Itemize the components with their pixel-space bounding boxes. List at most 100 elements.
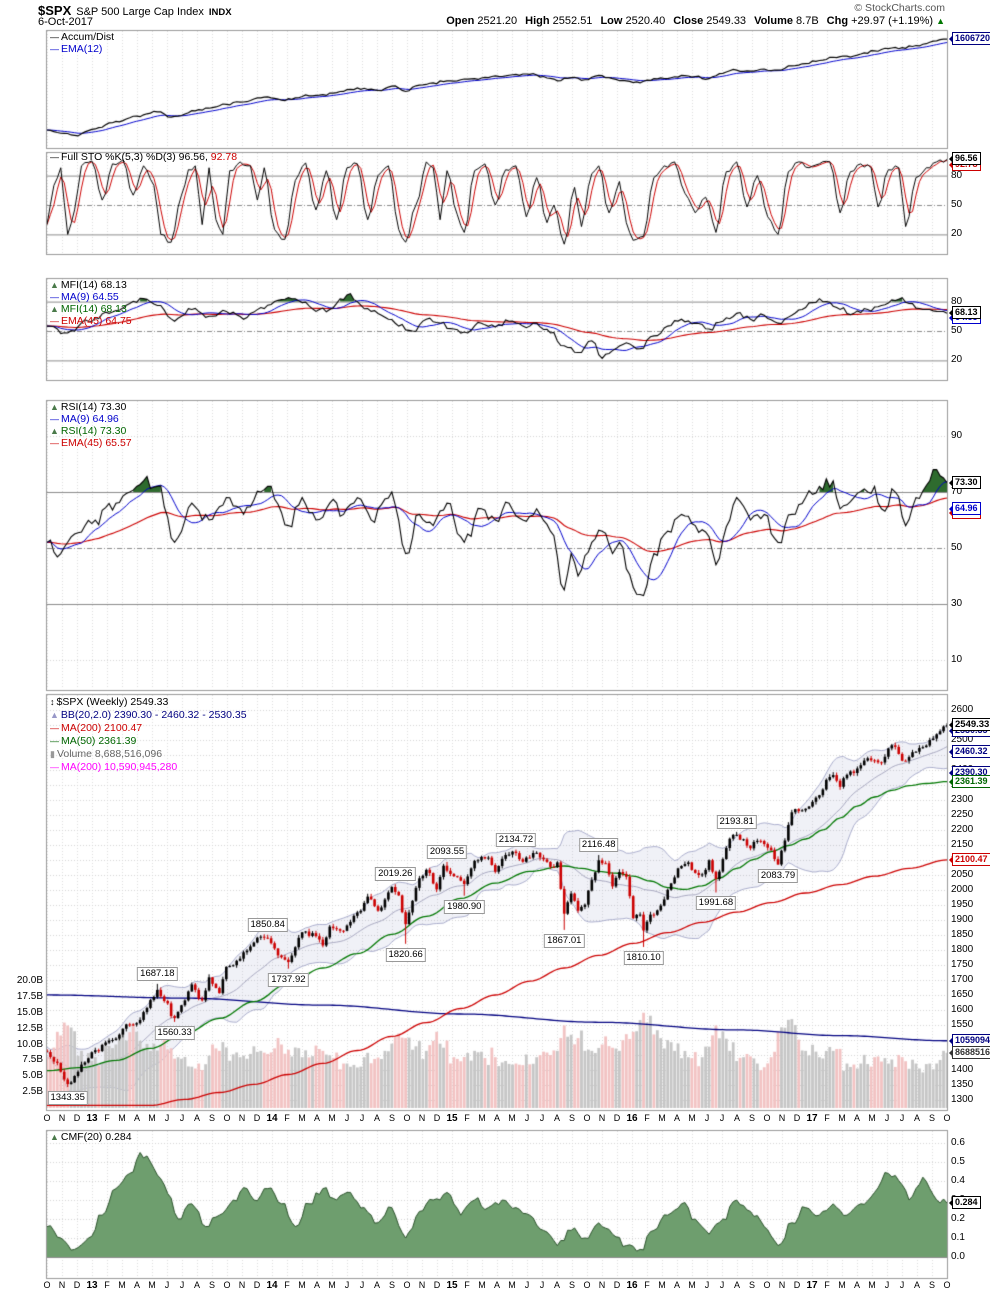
month-label: 16 <box>626 1113 638 1124</box>
volume-bars-icon: ▮ <box>50 749 55 759</box>
mountain-icon: ▲ <box>50 426 59 436</box>
month-label-bottom: J <box>719 1280 725 1290</box>
month-label-bottom: J <box>704 1280 710 1290</box>
line-swatch-icon: — <box>50 762 59 772</box>
month-label: F <box>824 1113 830 1123</box>
chart-date: 6-Oct-2017 <box>38 16 94 28</box>
price-tick-label: 2600 <box>951 704 974 715</box>
month-label: S <box>748 1113 756 1123</box>
price-tick-label: 2200 <box>951 824 974 835</box>
price-tick-label: 1600 <box>951 1004 974 1015</box>
volume-value-callout: 8688516 <box>948 1045 990 1059</box>
quote-label: Volume <box>754 15 793 27</box>
month-label: A <box>853 1113 861 1123</box>
month-label: N <box>238 1113 246 1123</box>
price-tick-label: 1850 <box>951 929 974 940</box>
price-last-value-callout: 2100.47 <box>949 852 990 866</box>
legend-mfi-1: — MA(9) 64.55 <box>50 291 119 303</box>
legend-text: MFI(14) 68.13 <box>60 303 127 315</box>
cmf-tick-label: 0.0 <box>951 1251 965 1262</box>
month-label-bottom: A <box>733 1280 741 1290</box>
month-label-bottom: J <box>344 1280 350 1290</box>
legend-text: RSI(14) 73.30 <box>60 425 127 437</box>
stockcharts-credit: © StockCharts.com <box>854 2 945 14</box>
month-label-bottom: A <box>493 1280 501 1290</box>
price-tick-label: 1800 <box>951 944 974 955</box>
month-label-bottom: J <box>359 1280 365 1290</box>
legend-rsi-0: ▲ RSI(14) 73.30 <box>50 401 126 413</box>
quote-value: +29.97 (+1.19%) <box>848 15 934 27</box>
month-label-bottom: F <box>284 1280 290 1290</box>
cmf-tick-label: 0.5 <box>951 1156 965 1167</box>
month-label-bottom: F <box>104 1280 110 1290</box>
legend-mfi-0: ▲ MFI(14) 68.13 <box>50 279 127 291</box>
month-label-bottom: O <box>763 1280 771 1290</box>
volume-tick-label: 17.5B <box>16 990 43 1002</box>
month-label: F <box>104 1113 110 1123</box>
month-label: 15 <box>446 1113 458 1124</box>
volume-tick-label: 7.5B <box>22 1054 43 1066</box>
chart-title: $SPX S&P 500 Large Cap Index INDX <box>38 2 232 20</box>
month-label-bottom: A <box>133 1280 141 1290</box>
price-last-value-callout: 2460.32 <box>949 744 990 758</box>
mfi-tick-label: 50 <box>951 325 963 336</box>
month-label: O <box>223 1113 231 1123</box>
month-label-bottom: J <box>179 1280 185 1290</box>
month-label: S <box>388 1113 396 1123</box>
month-label: O <box>403 1113 411 1123</box>
month-label-bottom: S <box>748 1280 756 1290</box>
mountain-icon: ▲ <box>50 710 59 720</box>
line-swatch-icon: — <box>50 44 59 54</box>
cmf-last-value-callout: 0.284 <box>949 1196 981 1210</box>
line-swatch-icon: — <box>50 316 59 326</box>
price-annotation: 1810.10 <box>623 950 664 965</box>
price-annotation: 1850.84 <box>247 917 288 932</box>
price-annotation: 1343.35 <box>47 1090 88 1105</box>
price-annotation: 2083.79 <box>757 868 799 883</box>
mountain-icon: ▲ <box>50 280 59 290</box>
price-annotation: 1737.92 <box>268 972 309 987</box>
month-label-bottom: J <box>539 1280 545 1290</box>
price-tick-label: 2250 <box>951 809 974 820</box>
month-label: M <box>508 1113 516 1123</box>
quote-label: High <box>525 15 550 27</box>
month-label: J <box>539 1113 545 1123</box>
line-swatch-icon: — <box>50 438 59 448</box>
legend-price-2: — MA(200) 2100.47 <box>50 722 142 734</box>
month-label: J <box>524 1113 530 1123</box>
month-label-bottom: N <box>418 1280 426 1290</box>
price-tick-label: 1300 <box>951 1094 974 1105</box>
month-label: O <box>583 1113 591 1123</box>
volume-tick-label: 20.0B <box>16 975 43 986</box>
mountain-icon: ▲ <box>50 402 59 412</box>
symbol-name: S&P 500 Large Cap Index <box>76 6 204 18</box>
sto-last-value-callout: 96.56 <box>949 152 981 166</box>
price-tick-label: 1400 <box>951 1064 974 1075</box>
rsi-tick-label: 70 <box>951 486 963 497</box>
legend-accum_dist-0: — Accum/Dist <box>50 31 114 43</box>
price-tick-label: 1700 <box>951 974 974 985</box>
month-label-bottom: F <box>644 1280 650 1290</box>
legend-text: BB(20,2.0) 2390.30 - 2460.32 - 2530.35 <box>60 709 247 721</box>
volume-tick-label: 5.0B <box>22 1070 43 1082</box>
price-tick-label: 1750 <box>951 959 974 970</box>
price-annotation: 1560.33 <box>154 1025 195 1040</box>
price-tick-label: 2300 <box>951 794 974 805</box>
month-label-bottom: 13 <box>86 1280 98 1291</box>
month-label-bottom: N <box>58 1280 66 1290</box>
rsi-tick-label: 50 <box>951 542 963 553</box>
month-label: F <box>644 1113 650 1123</box>
month-label-bottom: A <box>193 1280 201 1290</box>
legend-sto-0: — Full STO %K(5,3) %D(3) 96.56, 92.78 <box>50 151 237 163</box>
price-tick-label: 1650 <box>951 989 974 1000</box>
month-label-bottom: S <box>928 1280 936 1290</box>
volume-tick-label: 2.5B <box>22 1086 43 1098</box>
month-label-bottom: J <box>884 1280 890 1290</box>
quote-label: Chg <box>826 15 849 27</box>
month-label-bottom: M <box>298 1280 306 1290</box>
month-label-bottom: A <box>853 1280 861 1290</box>
legend-text: MA(200) 2100.47 <box>61 722 143 734</box>
month-label-bottom: A <box>553 1280 561 1290</box>
month-label: D <box>433 1113 441 1123</box>
